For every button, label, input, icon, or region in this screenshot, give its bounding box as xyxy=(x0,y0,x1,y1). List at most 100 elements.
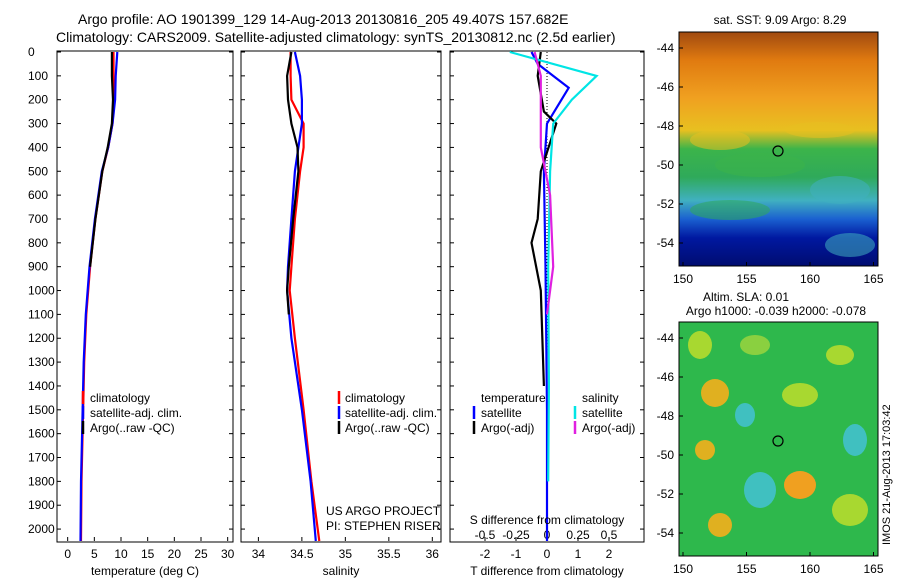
x-tick-label: 25 xyxy=(194,547,208,561)
argo-float-marker xyxy=(772,435,784,447)
map-x-tick-label: 165 xyxy=(863,272,883,286)
temperature-x-axis: 0 5 10 15 20 25 30 xyxy=(64,537,235,561)
sla-patch xyxy=(826,345,854,365)
salinity-x-axis: 34 34.5 35 35.5 36 xyxy=(252,537,439,561)
x-tick-label: -2 xyxy=(480,547,491,561)
depth-tick-label: 1000 xyxy=(28,284,55,298)
x-tick-label: 34.5 xyxy=(290,547,314,561)
legend-label-argo: Argo(..raw -QC) xyxy=(345,421,430,435)
t-difference-axis-label: T difference from climatology xyxy=(470,564,624,578)
salinity-panel-frame xyxy=(240,50,442,543)
map-y-tick-label: -50 xyxy=(657,448,675,462)
sst-map-title: sat. SST: 9.09 Argo: 8.29 xyxy=(714,13,847,27)
map-x-tick-label: 150 xyxy=(673,272,693,286)
sst-patch xyxy=(690,200,770,220)
depth-tick-label: 500 xyxy=(28,164,48,178)
temperature-panel-frame xyxy=(56,50,234,543)
map-y-tick-label: -46 xyxy=(657,80,675,94)
x-tick-label: 2 xyxy=(606,547,613,561)
map-y-tick-label: -52 xyxy=(657,197,675,211)
depth-tick-label: 400 xyxy=(28,140,48,154)
depth-tick-label: 700 xyxy=(28,212,48,226)
sla-patch xyxy=(701,379,729,407)
x-tick-label: 15 xyxy=(141,547,155,561)
sla-patch xyxy=(744,472,776,508)
sla-map-title1: Altim. SLA: 0.01 xyxy=(703,290,789,304)
depth-tick-label: 1100 xyxy=(28,307,54,321)
depth-tick-label: 900 xyxy=(28,260,48,274)
sla-patch xyxy=(784,471,816,499)
x-tick-label: 5 xyxy=(91,547,98,561)
x-tick-label: 0 xyxy=(64,547,71,561)
s-tick-label: -0.5 xyxy=(475,528,496,542)
s-tick-label: -0.25 xyxy=(502,528,530,542)
profile-series xyxy=(79,50,599,542)
map-x-tick-label: 160 xyxy=(800,272,820,286)
x-tick-label: 1 xyxy=(575,547,582,561)
depth-tick-label: 1400 xyxy=(28,379,55,393)
sst-texture xyxy=(690,122,875,257)
legend-label-satellite: satellite-adj. clim. xyxy=(345,406,437,420)
sst-map: sat. SST: 9.09 Argo: 8.29 -44 -46 -48 -50 -5… xyxy=(657,13,884,286)
legend-header-temperature: temperature xyxy=(481,391,546,405)
sla-map-axes: -44 -46 -48 -50 -52 -54 150 155 160 165 xyxy=(657,331,884,576)
depth-tick-label: 1200 xyxy=(28,331,55,345)
map-y-tick-label: -54 xyxy=(657,526,675,540)
figure-title-line1: Argo profile: AO 1901399_129 14-Aug-2013… xyxy=(78,11,568,27)
legend-label-argo: Argo(..raw -QC) xyxy=(90,421,175,435)
legend-label-climatology: climatology xyxy=(90,391,150,405)
sst-map-axes: -44 -46 -48 -50 -52 -54 150 155 160 165 xyxy=(657,41,884,286)
legend-label-sal-argo: Argo(-adj) xyxy=(582,421,635,435)
sla-patch xyxy=(735,403,755,427)
difference-legend: temperature salinity satellite Argo(-adj… xyxy=(472,391,635,435)
credit-project: US ARGO PROJECT xyxy=(326,504,441,518)
legend-label-climatology: climatology xyxy=(345,391,405,405)
sla-texture xyxy=(688,331,868,537)
argo-float-marker xyxy=(772,145,784,157)
legend-label-temp-argo: Argo(-adj) xyxy=(481,421,534,435)
depth-tick-label: 1500 xyxy=(28,403,55,417)
sst-patch xyxy=(810,176,870,204)
map-y-tick-label: -44 xyxy=(657,331,675,345)
x-tick-label: 35 xyxy=(339,547,353,561)
sla-patch xyxy=(843,424,867,456)
difference-series-salinity-satellite xyxy=(509,50,599,482)
depth-tick-label: 2000 xyxy=(28,522,55,536)
map-y-tick-label: -48 xyxy=(657,119,675,133)
sla-patch xyxy=(782,383,818,407)
sst-patch xyxy=(690,130,750,150)
sst-patch xyxy=(785,122,855,138)
x-tick-label: 35.5 xyxy=(377,547,401,561)
salinity-axis-label: salinity xyxy=(323,564,360,578)
credit-pi: PI: STEPHEN RISER xyxy=(326,519,441,533)
salinity-legend: climatology satellite-adj. clim. Argo(..… xyxy=(326,391,441,533)
sla-map-title2: Argo h1000: -0.039 h2000: -0.078 xyxy=(686,304,866,318)
map-x-tick-label: 160 xyxy=(800,562,820,576)
map-y-tick-label: -46 xyxy=(657,370,675,384)
salinity-series-satellite-adj-clim xyxy=(285,51,317,542)
map-x-tick-label: 155 xyxy=(736,272,756,286)
legend-label-sal-satellite: satellite xyxy=(582,406,623,420)
map-x-tick-label: 150 xyxy=(673,562,693,576)
depth-axis: 0 100 200 300 400 500 600 700 800 900 1000 1100 1200… xyxy=(28,45,644,536)
map-y-tick-label: -48 xyxy=(657,409,675,423)
map-y-tick-label: -44 xyxy=(657,41,675,55)
sla-patch xyxy=(708,513,732,537)
map-y-tick-label: -54 xyxy=(657,236,675,250)
s-difference-axis-label: S difference from climatology xyxy=(470,513,625,527)
temperature-legend: climatology satellite-adj. clim. Argo(..… xyxy=(81,391,182,435)
map-y-tick-label: -52 xyxy=(657,487,675,501)
x-tick-label: 30 xyxy=(221,547,235,561)
legend-header-salinity: salinity xyxy=(582,391,619,405)
legend-label-satellite: satellite-adj. clim. xyxy=(90,406,182,420)
temperature-axis-label: temperature (deg C) xyxy=(91,564,199,578)
depth-tick-label: 100 xyxy=(28,69,48,83)
x-tick-label: 10 xyxy=(114,547,128,561)
x-tick-label: -1 xyxy=(511,547,522,561)
depth-tick-label: 1600 xyxy=(28,427,55,441)
sst-patch xyxy=(825,233,875,257)
legend-label-temp-satellite: satellite xyxy=(481,406,522,420)
map-x-tick-label: 155 xyxy=(736,562,756,576)
difference-series-temperature-satellite xyxy=(530,51,571,541)
sla-patch xyxy=(695,440,715,460)
